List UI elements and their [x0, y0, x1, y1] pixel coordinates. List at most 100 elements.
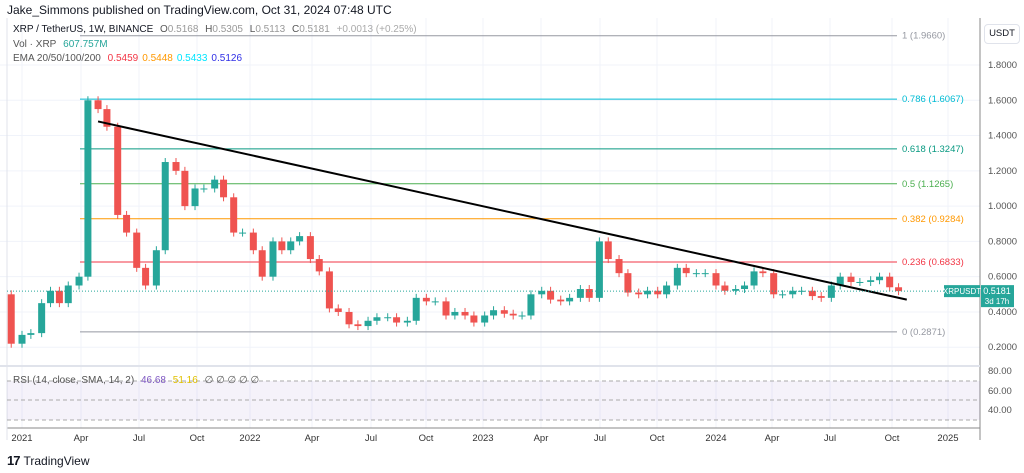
time-axis-label: 2025: [937, 433, 958, 444]
candle-body: [538, 290, 546, 295]
candle-body: [38, 303, 46, 334]
candle-body: [172, 162, 180, 171]
price-tick-label: 1.4000: [988, 131, 1017, 142]
candle-body: [412, 297, 420, 321]
time-axis-label: Jul: [594, 433, 606, 444]
time-axis-label: 2023: [472, 433, 493, 444]
published-header: Jake_Simmons published on TradingView.co…: [7, 3, 392, 17]
candle-body: [595, 241, 603, 298]
candle-body: [55, 290, 63, 304]
time-axis-label: Oct: [650, 433, 665, 444]
candle-body: [200, 188, 208, 190]
rsi-value: 46.68: [140, 375, 166, 386]
candle-body: [615, 259, 623, 274]
candle-body: [635, 292, 643, 295]
candle-body: [798, 290, 806, 292]
tradingview-logo[interactable]: 17 TradingView: [7, 453, 90, 468]
symbol-tag-label: XRPUSDT: [943, 287, 981, 296]
time-axis-label: Apr: [534, 433, 549, 444]
candle-body: [527, 294, 535, 316]
candle-body: [403, 320, 411, 323]
candle-body: [461, 311, 469, 316]
time-axis-label: Apr: [765, 433, 780, 444]
price-tag: [981, 285, 1014, 308]
candle-body: [18, 334, 26, 344]
ema-value: 0.5433: [176, 53, 208, 64]
candle-body: [133, 232, 141, 268]
rsi-tick-label: 80.00: [988, 366, 1012, 377]
candle-body: [94, 100, 102, 110]
currency-button[interactable]: USDT: [984, 24, 1020, 44]
ema-value: 0.5448: [142, 53, 173, 64]
ema-label: EMA 20/50/100/200: [13, 53, 101, 64]
symbol-tag: [944, 285, 980, 298]
candle-body: [181, 170, 189, 207]
candle-body: [490, 310, 498, 316]
rsi-label: RSI (14, close, SMA, 14, 2): [13, 375, 135, 386]
fib-level-label: 0.618 (1.3247): [902, 144, 964, 155]
tradingview-logo-icon: 17: [7, 453, 21, 468]
candle-body: [624, 273, 632, 293]
candle-body: [770, 273, 778, 295]
candle-body: [152, 250, 160, 286]
candle-body: [334, 308, 342, 312]
candle-body: [557, 299, 565, 302]
time-axis-label: Apr: [74, 433, 89, 444]
price-tick-label: 0.6000: [988, 272, 1017, 283]
candle-body: [269, 241, 277, 277]
candle-body: [604, 241, 612, 260]
close-value: 0.5181: [299, 24, 330, 35]
candle-body: [470, 315, 478, 323]
candle-body: [654, 290, 662, 295]
candle-body: [721, 285, 729, 291]
candle-body: [817, 296, 825, 298]
fib-level-label: 0 (0.2871): [902, 327, 945, 338]
price-tick-label: 0.8000: [988, 236, 1017, 247]
time-axis-label: 2021: [11, 433, 32, 444]
high-label: H: [205, 24, 213, 35]
candle-body: [296, 236, 304, 242]
candle-body: [547, 290, 555, 300]
candle-body: [779, 294, 787, 296]
ema-legend: EMA 20/50/100/200 0.5459 0.5448 0.5433 0.51…: [13, 53, 250, 64]
candle-body: [789, 290, 797, 295]
price-tick-label: 0.4000: [988, 307, 1017, 318]
candle-body: [123, 214, 131, 233]
candle-body: [64, 285, 72, 304]
ema-value: 0.5459: [107, 53, 139, 64]
candle-body: [75, 276, 83, 286]
candle-body: [47, 290, 55, 304]
fib-level-label: 0.382 (0.9284): [902, 214, 964, 225]
price-tick-label: 1.2000: [988, 166, 1017, 177]
candle-body: [481, 315, 489, 323]
candle-body: [576, 289, 584, 298]
candle-body: [895, 287, 903, 292]
candle-body: [500, 310, 508, 314]
candle-body: [692, 273, 700, 275]
close-label: C: [291, 24, 300, 35]
candle-body: [876, 276, 884, 281]
candle-body: [750, 271, 758, 286]
high-value: 0.5305: [212, 24, 243, 35]
rsi-empty-values: ∅ ∅ ∅ ∅ ∅: [204, 375, 260, 386]
price-tag-countdown: 3d 17h: [985, 297, 1009, 306]
fib-level-label: 0.5 (1.1265): [902, 179, 953, 190]
candle-body: [867, 280, 875, 282]
price-tick-label: 0.2000: [988, 342, 1017, 353]
change-value: +0.0013 (+0.25%): [336, 24, 417, 35]
candle-body: [373, 317, 381, 321]
candle-body: [808, 290, 816, 297]
rsi-legend: RSI (14, close, SMA, 14, 2) 46.68 51.16 …: [13, 375, 263, 386]
candle-body: [220, 179, 228, 198]
time-axis-label: Oct: [885, 433, 900, 444]
fib-level-label: 1 (1.9660): [902, 31, 945, 42]
symbol-name: XRP / TetherUS, 1W, BINANCE: [13, 24, 154, 35]
low-label: L: [249, 24, 256, 35]
ema-value: 0.5126: [211, 53, 243, 64]
candle-body: [84, 100, 92, 277]
candle-body: [682, 267, 690, 274]
time-axis-label: Oct: [190, 433, 205, 444]
candle-body: [886, 276, 894, 288]
candle-body: [827, 285, 835, 298]
